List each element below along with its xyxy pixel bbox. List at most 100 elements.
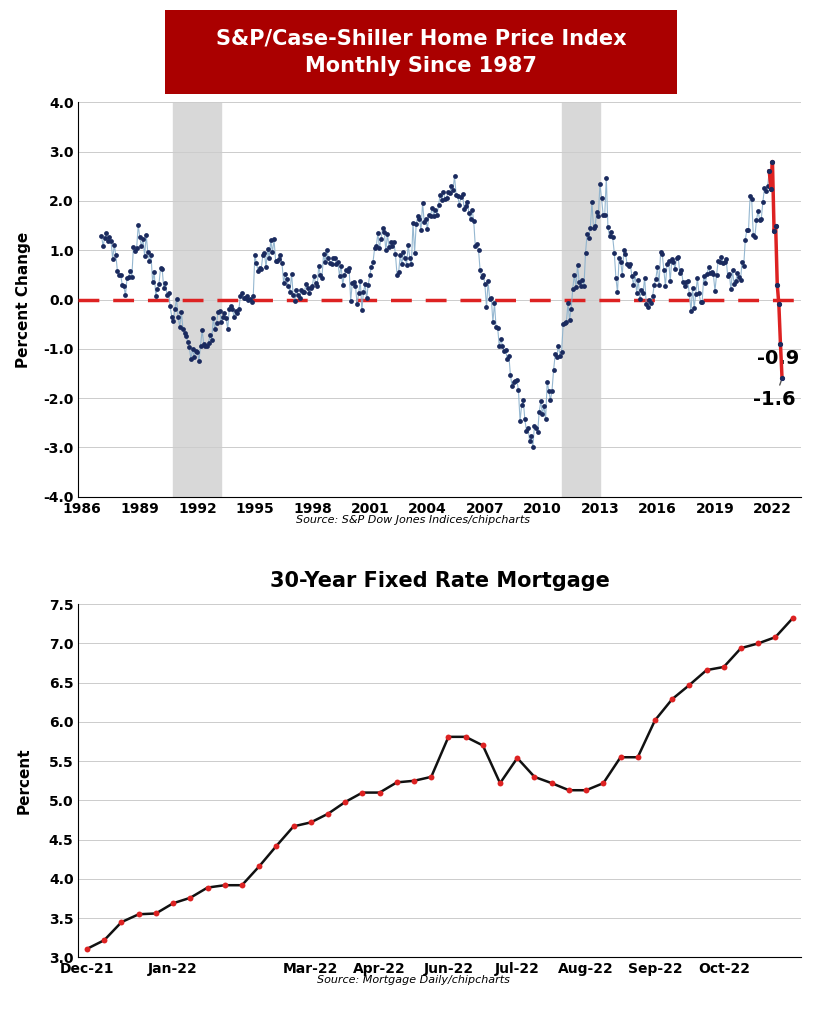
- Point: [189, 343, 202, 359]
- Point: [734, 640, 748, 656]
- Point: [141, 244, 154, 260]
- Point: [734, 272, 748, 289]
- Point: [586, 194, 599, 210]
- Point: [395, 256, 408, 272]
- Point: [724, 282, 738, 298]
- Point: [615, 266, 629, 283]
- Point: [449, 186, 463, 203]
- Point: [487, 313, 500, 330]
- Point: [205, 332, 218, 348]
- Point: [639, 296, 653, 312]
- Point: [762, 163, 776, 179]
- Point: [432, 198, 445, 214]
- Point: [478, 276, 491, 293]
- Point: [411, 208, 425, 224]
- Point: [249, 247, 262, 263]
- Point: [547, 361, 560, 378]
- Point: [151, 281, 164, 297]
- Point: [685, 303, 698, 319]
- Point: [523, 433, 536, 450]
- Point: [461, 194, 474, 210]
- Point: [230, 304, 244, 321]
- Point: [613, 250, 626, 266]
- Point: [401, 237, 415, 253]
- Point: [649, 270, 662, 287]
- Point: [596, 775, 610, 792]
- Point: [728, 276, 741, 293]
- Point: [555, 344, 568, 360]
- Point: [167, 895, 180, 911]
- Point: [563, 311, 577, 328]
- Point: [491, 319, 505, 336]
- Point: [463, 205, 476, 221]
- Point: [266, 244, 279, 260]
- Point: [333, 268, 346, 285]
- Point: [695, 294, 709, 310]
- Point: [747, 227, 760, 244]
- Point: [429, 202, 442, 218]
- Point: [192, 352, 206, 369]
- Point: [107, 237, 121, 253]
- Point: [697, 267, 710, 284]
- Point: [493, 775, 506, 792]
- Point: [425, 769, 438, 785]
- Point: [430, 207, 444, 223]
- Point: [442, 729, 455, 745]
- Point: [165, 309, 178, 326]
- Point: [659, 278, 672, 294]
- Point: [490, 319, 503, 336]
- Point: [526, 439, 539, 456]
- Point: [208, 321, 221, 337]
- Point: [571, 257, 584, 273]
- Point: [357, 284, 370, 300]
- Point: [774, 336, 787, 352]
- Point: [390, 774, 403, 791]
- Point: [306, 278, 319, 294]
- Point: [638, 269, 651, 286]
- Point: [662, 253, 675, 269]
- Point: [302, 285, 316, 301]
- Point: [506, 378, 519, 394]
- Point: [405, 256, 418, 272]
- Point: [186, 341, 199, 357]
- Point: [729, 273, 743, 290]
- Point: [656, 246, 669, 262]
- Point: [603, 228, 616, 245]
- Point: [150, 905, 163, 922]
- Point: [299, 276, 312, 293]
- Point: [196, 323, 209, 339]
- Point: [218, 877, 231, 893]
- Point: [468, 213, 481, 229]
- Point: [644, 295, 657, 311]
- Point: [413, 210, 426, 226]
- Point: [587, 220, 601, 237]
- Point: [681, 273, 695, 290]
- Point: [210, 315, 223, 332]
- Point: [769, 629, 782, 645]
- Point: [422, 207, 435, 223]
- Point: [643, 292, 656, 308]
- Point: [316, 269, 329, 286]
- Point: [312, 258, 325, 274]
- Point: [271, 253, 284, 269]
- Point: [485, 290, 498, 306]
- Point: [499, 342, 512, 358]
- Point: [545, 775, 558, 792]
- Point: [251, 262, 264, 279]
- Point: [387, 233, 401, 250]
- Point: [394, 247, 407, 263]
- Point: [416, 195, 430, 211]
- Point: [680, 274, 693, 291]
- Point: [738, 231, 752, 248]
- Point: [373, 784, 387, 801]
- Point: [717, 658, 730, 675]
- Point: [548, 346, 562, 362]
- Point: [420, 220, 434, 237]
- Point: [528, 418, 541, 434]
- Point: [651, 259, 664, 275]
- Point: [247, 288, 260, 304]
- Point: [117, 279, 131, 295]
- Point: [631, 750, 644, 766]
- Point: [377, 224, 391, 241]
- Point: [683, 286, 696, 302]
